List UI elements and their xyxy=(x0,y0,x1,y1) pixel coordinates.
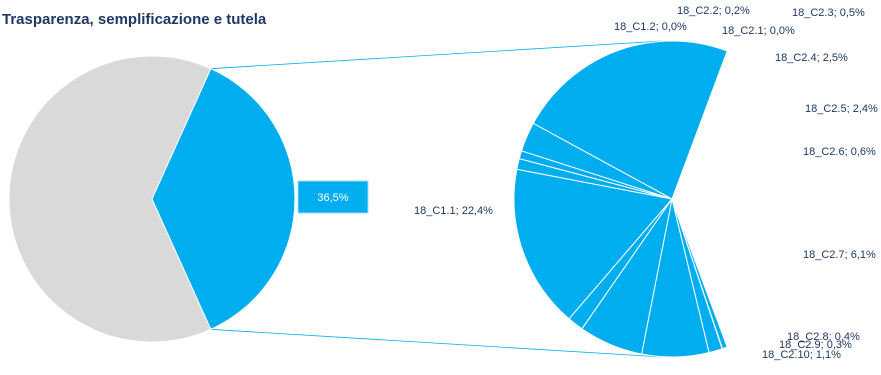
detail-pie-slice-18-c2-10 xyxy=(520,122,673,200)
main-pie-slice-rest xyxy=(8,55,212,343)
detail-label-18-c2-10: 18_C2.10; 1,1% xyxy=(762,349,841,361)
connector-lines xyxy=(210,40,663,358)
detail-label-18-c2-8: 18_C2.8; 0,4% xyxy=(787,331,860,343)
detail-label-18-c2-9: 18_C2.9; 0,3% xyxy=(779,339,852,351)
detail-label-18-c1-1: 18_C1.1; 22,4% xyxy=(414,205,493,217)
highlight-callout-label: 36,5% xyxy=(317,192,348,204)
detail-label-18-c2-4: 18_C2.4; 2,5% xyxy=(775,52,848,64)
detail-label-18-c2-6: 18_C2.6; 0,6% xyxy=(803,146,876,158)
highlight-callout-box xyxy=(297,180,369,214)
connector-line-top xyxy=(210,40,663,70)
highlight-callout: 36,5% xyxy=(297,180,369,214)
chart-title: Trasparenza, semplificazione e tutela xyxy=(2,11,267,28)
main-pie-slice-highlight xyxy=(151,68,296,330)
connector-line-bottom xyxy=(210,328,663,358)
detail-label-18-c2-5: 18_C2.5; 2,4% xyxy=(805,103,878,115)
detail-label-18-c2-7: 18_C2.7; 6,1% xyxy=(803,249,876,261)
detail-label-18-c2-2: 18_C2.2; 0,2% xyxy=(677,5,750,17)
detail-label-18-c2-3: 18_C2.3; 0,5% xyxy=(792,7,865,19)
detail-pie xyxy=(513,40,729,358)
main-pie xyxy=(8,55,296,343)
detail-label-18-c1-2: 18_C1.2; 0,0% xyxy=(614,21,687,33)
detail-pie-slice-18-c2-7 xyxy=(513,168,673,320)
detail-label-18-c2-1: 18_C2.1; 0,0% xyxy=(722,25,795,37)
detail-pie-labels: 18_C1.1; 22,4% 18_C1.2; 0,0% 18_C2.2; 0,2%… xyxy=(414,5,878,361)
